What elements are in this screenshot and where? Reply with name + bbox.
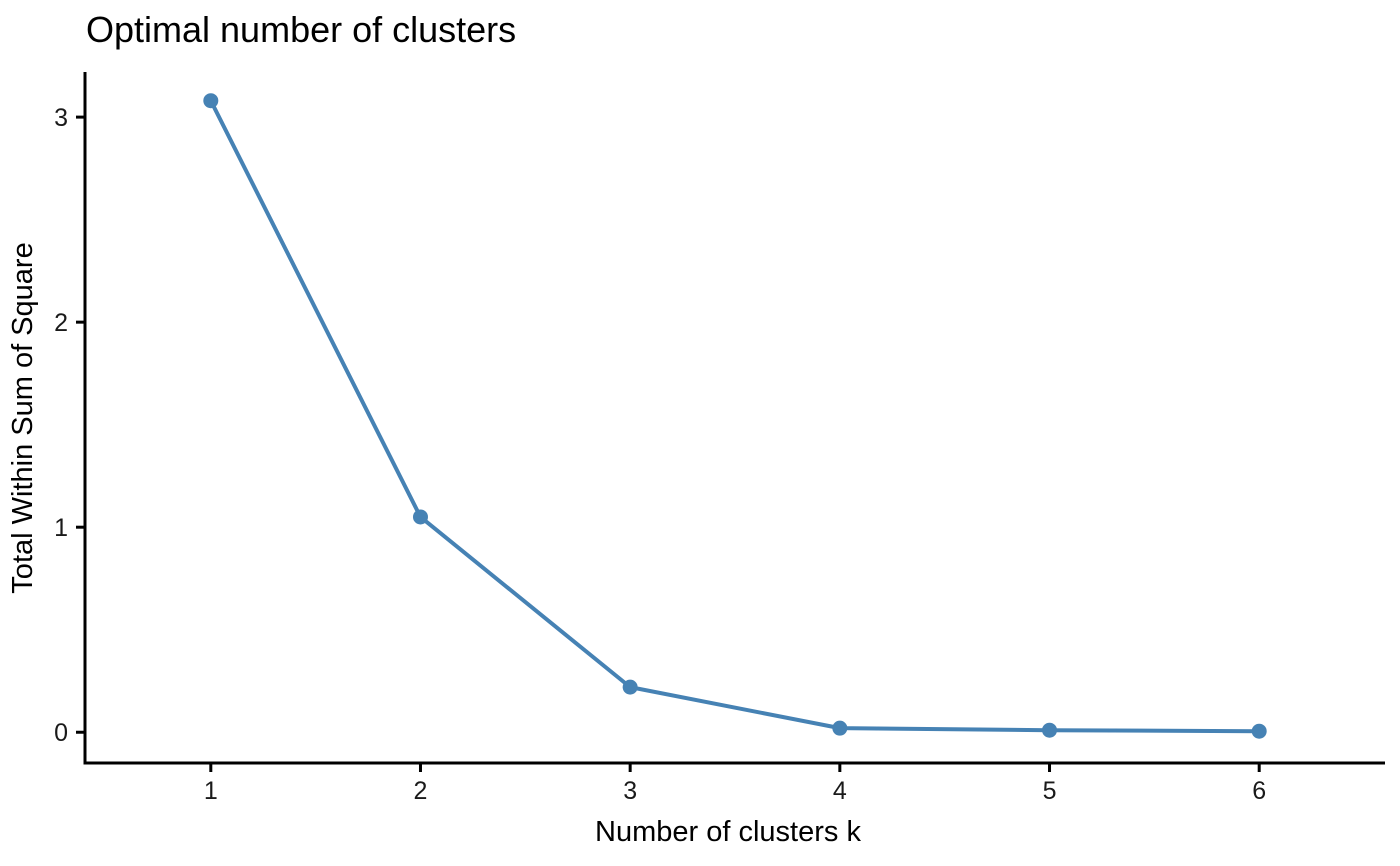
x-tick-label: 4 [833,777,847,805]
y-tick-label: 0 [54,719,68,747]
wss-line-series [203,93,1267,739]
x-tick-label: 3 [623,777,637,805]
y-tick-label: 3 [54,104,68,132]
data-point [622,679,638,695]
y-tick-label: 2 [54,309,68,337]
wss-line [208,98,1262,734]
x-tick-label: 1 [204,777,218,805]
axes: 1 2 3 4 5 6 0 1 2 3 [54,72,1385,805]
x-axis-title: Number of clusters k [595,816,861,848]
x-tick-label: 2 [414,777,428,805]
x-tick-label: 5 [1043,777,1057,805]
data-point [412,509,428,525]
y-axis-title: Total Within Sum of Square [7,242,39,593]
data-point [1251,723,1267,739]
y-tick-label: 1 [54,514,68,542]
data-point [832,720,848,736]
x-tick-label: 6 [1252,777,1266,805]
chart-title: Optimal number of clusters [86,9,516,50]
data-point [203,93,219,109]
data-point [1042,722,1058,738]
